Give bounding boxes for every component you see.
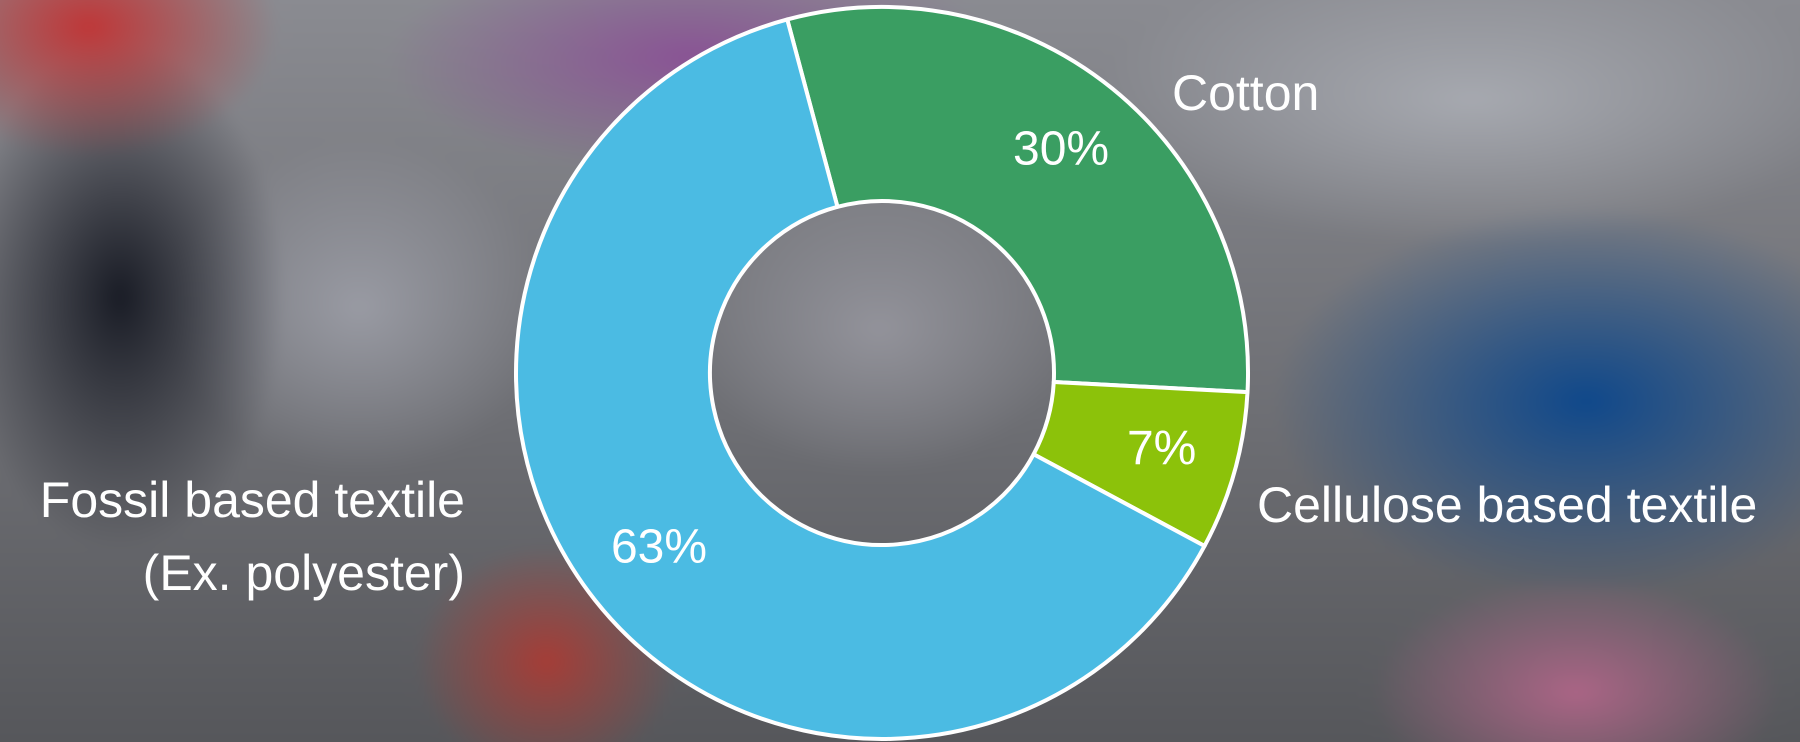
- donut-slices: [514, 5, 1250, 741]
- category-label-fossil-based-textile-ex-polyester: Fossil based textile (Ex. polyester): [40, 472, 465, 601]
- slice-fossil-based-textile-ex-polyester: [514, 17, 1207, 741]
- category-labels: Cotton Cellulose based textile Fossil base…: [40, 65, 1758, 601]
- category-label-line: Cellulose based textile: [1257, 477, 1757, 533]
- percentage-labels: 30% 7% 63%: [611, 123, 1196, 574]
- value-label-cotton: 30%: [1013, 123, 1109, 176]
- category-label-line: Fossil based textile: [40, 472, 465, 528]
- value-label-cellulose-based-textile: 7%: [1127, 422, 1196, 475]
- category-label-cotton: Cotton: [1172, 65, 1319, 121]
- slice-cotton: [785, 5, 1250, 395]
- category-label-line: (Ex. polyester): [143, 545, 465, 601]
- category-label-cellulose-based-textile: Cellulose based textile: [1257, 477, 1757, 533]
- value-label-fossil-based-textile-ex-polyester: 63%: [611, 520, 707, 573]
- category-label-line: Cotton: [1172, 65, 1319, 121]
